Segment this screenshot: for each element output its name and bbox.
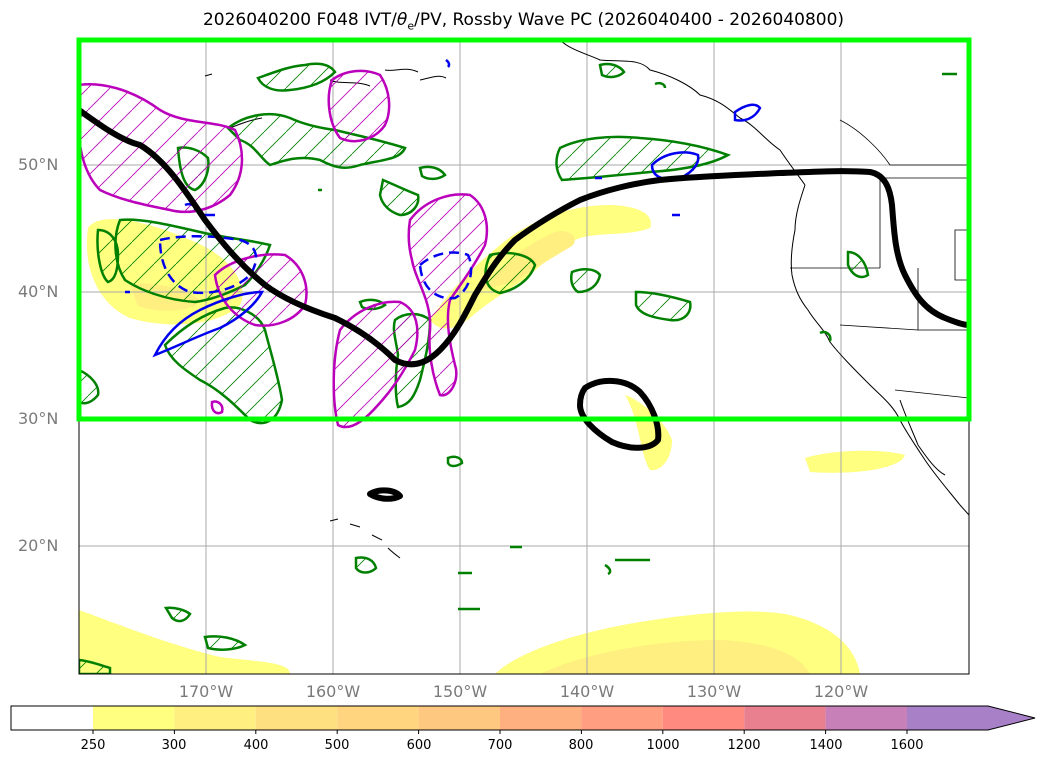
green-contour-15 bbox=[163, 606, 192, 623]
colorbar-label-1600: 1600 bbox=[890, 738, 924, 753]
wave-contours-magenta bbox=[79, 69, 489, 429]
colorbar-label-1200: 1200 bbox=[727, 738, 761, 753]
colorbar-label-400: 400 bbox=[243, 738, 269, 753]
lat-label-50n: 50°N bbox=[18, 155, 59, 174]
lat-label-40n: 40°N bbox=[18, 282, 59, 301]
political-borders bbox=[790, 119, 969, 399]
lon-label-140w: 140°W bbox=[559, 682, 615, 701]
wave-contours-blue bbox=[125, 58, 762, 358]
lon-label-130w: 130°W bbox=[686, 682, 742, 701]
green-contour-12 bbox=[378, 178, 420, 217]
ivt-area-ar bbox=[430, 205, 651, 329]
green-contour-1 bbox=[226, 112, 407, 169]
magenta-contour-1 bbox=[79, 83, 244, 214]
colorbar-label-250: 250 bbox=[80, 738, 106, 753]
lon-label-120w: 120°W bbox=[813, 682, 869, 701]
lat-label-20n: 20°N bbox=[18, 536, 59, 555]
pv-contour bbox=[79, 107, 969, 502]
green-contour-16 bbox=[203, 635, 248, 651]
green-contour-7 bbox=[634, 290, 692, 322]
colorbar-label-800: 800 bbox=[568, 738, 594, 753]
ivt-area-subtropic bbox=[625, 395, 672, 471]
blue-contour-solid-1 bbox=[152, 290, 265, 358]
ivt-area-south-core bbox=[540, 640, 810, 674]
north-america-coast bbox=[790, 184, 969, 516]
colorbar-under bbox=[11, 706, 93, 730]
baja-coast bbox=[899, 399, 946, 476]
green-contour-5 bbox=[163, 306, 284, 425]
lon-label-170w: 170°W bbox=[178, 682, 234, 701]
green-contour-10 bbox=[79, 368, 100, 405]
colorbar-label-700: 700 bbox=[487, 738, 513, 753]
pv-main-contour bbox=[79, 107, 969, 368]
blue-contour-solid-2 bbox=[650, 151, 700, 182]
colorbar-extend-arrow bbox=[907, 706, 1035, 730]
map-title: 2026040200 F048 IVT/θe/PV, Rossby Wave P… bbox=[202, 10, 845, 33]
green-contour-14 bbox=[846, 250, 870, 279]
green-contour-18 bbox=[598, 62, 626, 79]
colorbar bbox=[10, 705, 1036, 734]
colorbar-label-1000: 1000 bbox=[646, 738, 680, 753]
colorbar-label-1400: 1400 bbox=[809, 738, 843, 753]
pv-small-contour bbox=[367, 487, 403, 502]
green-contour-11 bbox=[96, 228, 120, 284]
alaska-coast bbox=[559, 40, 806, 186]
ivt-area-south-west bbox=[79, 610, 290, 674]
blue-contour-solid-3 bbox=[733, 103, 762, 122]
wave-contours-green-small bbox=[318, 72, 957, 611]
magenta-contour-6 bbox=[210, 400, 224, 415]
green-contour-6 bbox=[484, 251, 537, 295]
green-contour-3 bbox=[256, 62, 337, 92]
green-contour-17 bbox=[354, 556, 378, 574]
colorbar-label-500: 500 bbox=[324, 738, 350, 753]
magenta-contour-4 bbox=[332, 300, 419, 429]
highlight-box bbox=[76, 37, 972, 422]
green-contour-9 bbox=[570, 268, 602, 294]
lat-label-30n: 30°N bbox=[18, 409, 59, 428]
lon-label-150w: 150°W bbox=[432, 682, 488, 701]
green-contour-2 bbox=[555, 135, 732, 182]
lon-label-160w: 160°W bbox=[305, 682, 361, 701]
magenta-contour-5 bbox=[407, 193, 489, 397]
ivt-area-east bbox=[805, 450, 905, 473]
hawaii-islands bbox=[329, 518, 401, 559]
pv-cutoff-low bbox=[577, 378, 662, 451]
colorbar-label-300: 300 bbox=[161, 738, 187, 753]
magenta-contour-2 bbox=[327, 69, 391, 143]
green-contour-19 bbox=[79, 658, 112, 674]
colorbar-label-600: 600 bbox=[406, 738, 432, 753]
